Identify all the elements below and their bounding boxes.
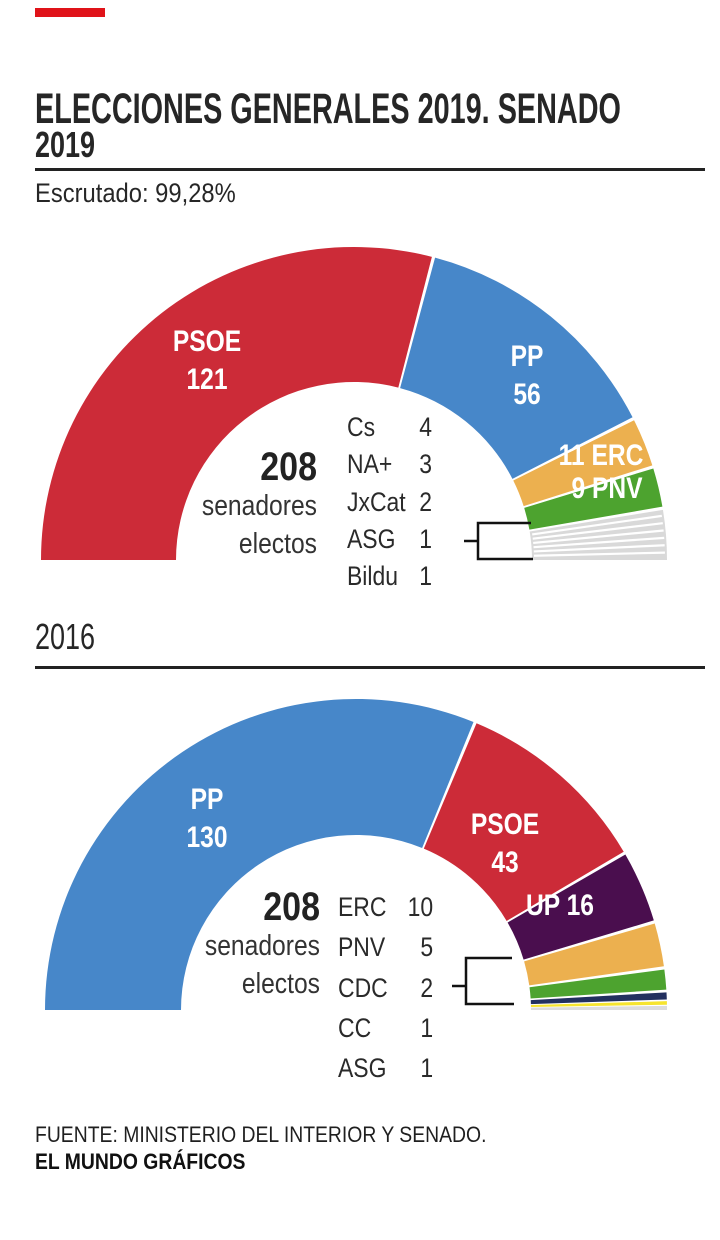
arc-label-pp-2016: PP 130 <box>117 781 297 857</box>
credit-note: EL MUNDO GRÁFICOS <box>35 1149 246 1174</box>
arc-label-line: PSOE <box>470 808 540 841</box>
rule-2016 <box>35 666 705 669</box>
callout-bracket-2019 <box>464 521 533 561</box>
side-list-2019: Cs 4 NA+ 3 JxCat 2 ASG 1 Bildu 1 <box>347 409 432 595</box>
arc-label-line: 130 <box>186 821 228 854</box>
seat-divider-line <box>533 551 665 557</box>
side-list-row: CC 1 <box>338 1008 433 1048</box>
seat-divider-line <box>533 536 665 549</box>
segment-cc-2016 <box>530 1001 667 1008</box>
seat-divider-line <box>532 514 663 536</box>
side-list-row: Bildu 1 <box>347 558 432 595</box>
seat-divider-line <box>533 529 664 545</box>
party-abbrev: ASG <box>347 523 396 554</box>
side-list-row: ASG 1 <box>338 1048 433 1088</box>
party-abbrev: NA+ <box>347 449 393 480</box>
party-abbrev: ERC <box>338 892 387 922</box>
segment-erc-2016 <box>524 923 664 986</box>
arc-label-psoe-2016: PSOE 43 <box>415 806 595 882</box>
party-abbrev: CC <box>338 1012 372 1043</box>
total-seats-word-1: senadores <box>204 930 320 962</box>
segment-psoe-2016 <box>423 723 624 921</box>
segment-erc-2019 <box>513 420 653 507</box>
segment-pp-2016 <box>45 698 474 1010</box>
arc-label-pnv-2019: 9 PNV <box>517 470 697 508</box>
party-seats: 2 <box>419 486 432 517</box>
side-list-row: NA+ 3 <box>347 446 432 483</box>
arc-label-psoe-2019: PSOE 121 <box>117 323 297 399</box>
total-seats-word-2: electos <box>238 527 317 560</box>
callout-bracket-2016 <box>452 956 514 1006</box>
party-seats: 1 <box>419 523 432 554</box>
arc-label-erc-2019: 11 ERC <box>511 437 691 475</box>
party-abbrev: JxCat <box>347 486 406 517</box>
party-seats: 5 <box>420 932 434 963</box>
party-seats: 3 <box>419 449 432 480</box>
brand-bar <box>35 8 105 17</box>
party-seats: 1 <box>419 561 432 592</box>
arc-label-line: 43 <box>491 846 519 879</box>
side-list-row: CDC 2 <box>338 968 433 1008</box>
side-list-row: ERC 10 <box>338 887 433 927</box>
arc-label-pp-2019: PP 56 <box>437 338 617 414</box>
party-seats: 10 <box>407 892 434 922</box>
segment-pp-2019 <box>400 257 633 479</box>
party-seats: 2 <box>420 972 434 1003</box>
party-abbrev: PNV <box>338 932 386 963</box>
party-abbrev: CDC <box>338 972 388 1003</box>
total-seats-word-1: senadores <box>201 490 317 522</box>
segment-psoe-2019 <box>41 247 432 560</box>
seat-divider-line <box>532 522 663 540</box>
party-abbrev: Cs <box>347 412 376 442</box>
side-list-row: Cs 4 <box>347 409 432 446</box>
party-seats: 1 <box>420 1053 434 1084</box>
source-note: FUENTE: MINISTERIO DEL INTERIOR Y SENADO… <box>35 1122 487 1147</box>
total-seats-value: 208 <box>260 445 317 489</box>
party-seats: 1 <box>420 1012 434 1043</box>
total-seats-word-2: electos <box>241 967 320 1000</box>
side-list-row: ASG 1 <box>347 521 432 558</box>
arc-label-up-2016: UP 16 <box>470 887 650 925</box>
rule-2019 <box>35 168 705 171</box>
section-2019-heading: 2019 <box>35 124 96 165</box>
arc-label-line: PSOE <box>172 325 242 358</box>
arc-label-line: PP <box>510 340 544 373</box>
side-list-row: JxCat 2 <box>347 484 432 521</box>
segment-pnv-2019 <box>524 468 663 530</box>
seat-divider-line <box>533 544 665 553</box>
page-title: ELECCIONES GENERALES 2019. SENADO <box>35 84 621 133</box>
center-label-2019: 208 senadores electos <box>113 446 317 563</box>
segment-cdc-2016 <box>530 992 667 1005</box>
center-label-2016: 208 senadores electos <box>116 886 320 1003</box>
arc-label-line: 56 <box>513 378 541 411</box>
arc-label-line: PP <box>190 783 224 816</box>
segment-pnv-2016 <box>529 969 667 999</box>
arc-label-line: 11 ERC <box>558 439 644 472</box>
party-abbrev: Bildu <box>347 561 399 592</box>
segment-up-2016 <box>507 854 654 960</box>
arc-label-line: 9 PNV <box>571 472 643 505</box>
arc-label-line: UP 16 <box>526 889 594 922</box>
arc-label-line: 121 <box>186 363 228 396</box>
party-seats: 4 <box>419 412 432 442</box>
party-abbrev: ASG <box>338 1053 387 1084</box>
side-list-row: PNV 5 <box>338 927 433 967</box>
segment-asg-2016 <box>530 1005 667 1010</box>
counted-percent-label: Escrutado: 99,28% <box>35 178 236 208</box>
section-2016-heading: 2016 <box>35 616 96 657</box>
total-seats-value: 208 <box>263 885 320 929</box>
side-list-2016: ERC 10 PNV 5 CDC 2 CC 1 ASG 1 <box>338 887 433 1088</box>
